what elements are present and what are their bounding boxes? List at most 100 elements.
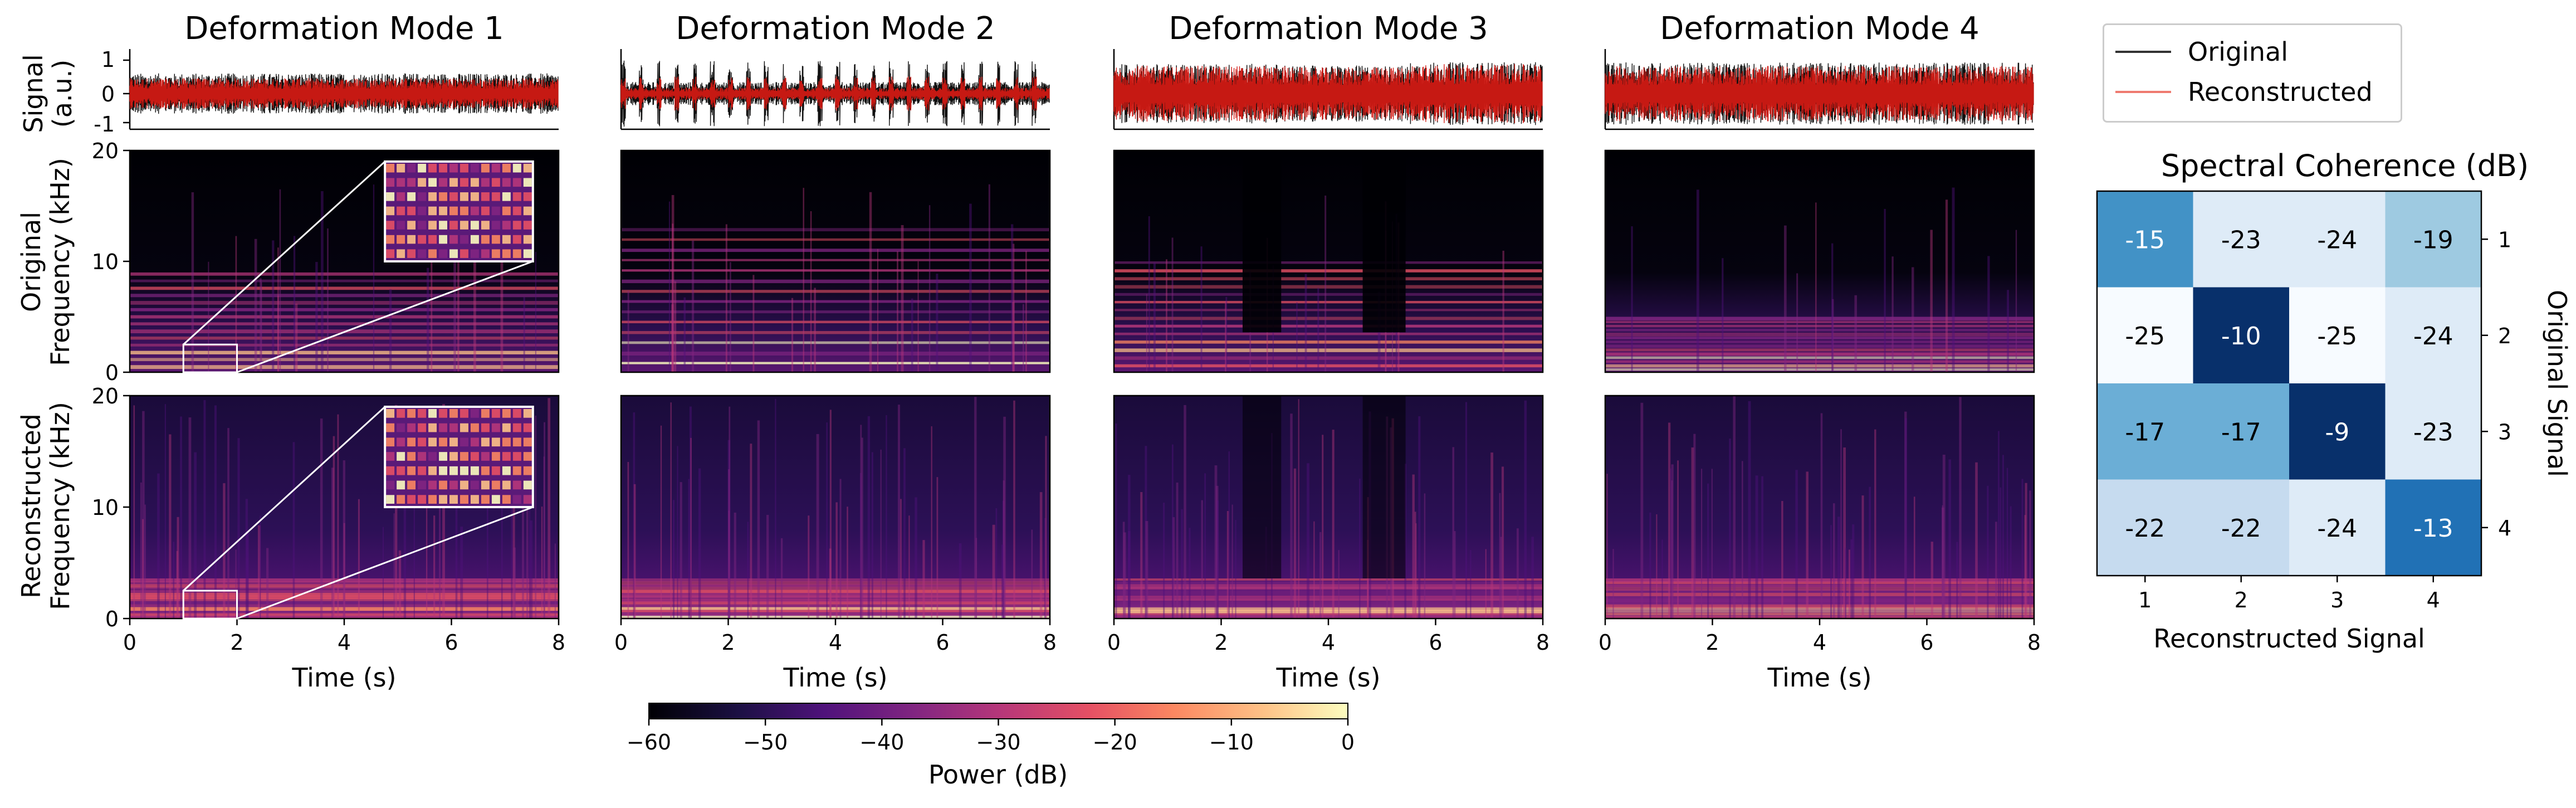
orig-spec-band-4-12 (1605, 320, 2034, 323)
signal-panel-1 (123, 49, 559, 130)
orig-inset-cell-1-10 (491, 178, 500, 187)
orig-spec-onset-2-7 (692, 240, 695, 372)
recon-spec-onset-2-19 (734, 512, 736, 619)
orig-inset-cell-5-3 (418, 235, 427, 244)
recon-spec-band-3-13 (1114, 578, 1543, 581)
recon-spec-onset-4-53 (1693, 434, 1696, 619)
orig-ytick-label-2: 20 (92, 139, 119, 163)
signal-ytick-neg1: -1 (94, 112, 115, 137)
orig-spec-band-3-0 (1114, 364, 1543, 368)
orig-ytick-label-0: 0 (105, 361, 119, 385)
recon-spec-onset-2-35 (995, 508, 998, 619)
orig-spec-onset-4-15 (1722, 258, 1724, 372)
orig-spec-band-3-2 (1114, 348, 1543, 352)
orig-inset-cell-1-4 (428, 178, 437, 187)
recon-spec-onset-1-9 (439, 476, 441, 619)
orig-spec-band-1-4 (130, 337, 559, 340)
recon-spec-band-2-10 (621, 587, 1050, 590)
recon-spec-onset-1-39 (337, 414, 339, 619)
coherence-xtick-label-2: 3 (2330, 588, 2344, 612)
coherence-cell-1-4 (2385, 191, 2481, 288)
recon-spec-onset-4-43 (1861, 495, 1864, 619)
recon-spec-onset-1-2 (223, 483, 226, 619)
orig-spec-onset-1-17 (277, 247, 279, 372)
colorbar-tick-label-3: −30 (976, 730, 1020, 755)
recon-spec-onset-4-1 (1843, 447, 1846, 619)
orig-spec-band-3-3 (1114, 340, 1543, 344)
recon-spec-onset-2-33 (750, 444, 752, 619)
recon-spec-onset-1-28 (554, 543, 556, 619)
orig-spec-onset-2-16 (869, 192, 872, 372)
recon-inset-cell-4-1 (397, 466, 405, 475)
orig-spec-onset-4-6 (1884, 208, 1886, 372)
recon-spec-band-1-0 (130, 615, 559, 619)
recon-spec-onset-4-45 (1606, 474, 1608, 619)
recon-spec-onset-4-39 (1995, 522, 1997, 619)
orig-spec-onset-4-12 (1696, 189, 1699, 372)
recon-spec-onset-3-56 (1319, 532, 1322, 619)
recon-spec-onset-1-7 (526, 489, 529, 619)
recon-spec-band-4-13 (1605, 578, 2034, 582)
recon-inset-cell-4-0 (386, 466, 395, 475)
recon-spec-onset-2-20 (829, 410, 832, 619)
orig-spec-band-3-13 (1114, 261, 1543, 264)
recon-inset-cell-3-5 (439, 452, 447, 461)
orig-inset-cell-4-3 (418, 221, 427, 230)
recon-spec-onset-3-10 (1123, 532, 1126, 619)
recon-inset-cell-4-5 (439, 466, 447, 475)
recon-spec-onset-4-15 (1874, 429, 1876, 619)
xtick-label-3-2: 4 (1322, 630, 1335, 655)
recon-spec-onset-2-22 (839, 479, 842, 619)
recon-spec-onset-1-15 (501, 494, 503, 619)
recon-spec-onset-3-51 (1145, 520, 1148, 619)
recon-spec-onset-4-23 (1781, 501, 1783, 619)
orig-spec-band-3-5 (1114, 324, 1543, 328)
recon-spec-band-1-13 (130, 578, 559, 582)
recon-inset-cell-0-6 (449, 409, 458, 418)
recon-inset-cell-6-8 (470, 495, 479, 504)
recon-inset-cell-6-2 (407, 495, 416, 504)
recon-spec-onset-1-48 (214, 405, 217, 619)
recon-inset-cell-6-4 (428, 495, 437, 504)
recon-inset-source-box (182, 590, 238, 620)
coherence-cell-2-3 (2289, 287, 2386, 383)
recon-inset-cell-3-7 (460, 452, 468, 461)
recon-spec-onset-2-56 (1039, 492, 1043, 619)
recon-spec-onset-2-0 (670, 402, 672, 619)
recon-spec-onset-4-51 (1956, 542, 1958, 619)
orig-spec-onset-2-28 (928, 205, 931, 372)
recon-ytick-label-2: 20 (92, 384, 119, 408)
recon-spec-onset-4-41 (1661, 539, 1663, 619)
recon-inset-cell-0-0 (386, 409, 395, 418)
orig-inset-cell-5-10 (491, 235, 500, 244)
orig-spec-onset-3-12 (1153, 262, 1156, 372)
recon-inset-cell-4-8 (470, 466, 479, 475)
recon-spec-onset-1-38 (403, 452, 407, 619)
colorbar: −60 −50 −40 −30 −20 −10 0 Power (dB) (627, 703, 1355, 790)
recon-spec-onset-2-40 (871, 452, 873, 619)
recon-spec-onset-2-5 (1044, 518, 1047, 619)
recon-spec-onset-1-23 (237, 438, 240, 619)
orig-spec-onset-2-17 (683, 297, 686, 372)
recon-spec-band-3-7 (1114, 595, 1543, 598)
xtick-label-2-3: 6 (936, 630, 949, 655)
orig-spec-onset-3-6 (1200, 246, 1203, 372)
recon-spec-onset-4-58 (1975, 462, 1978, 619)
recon-inset-cell-3-2 (407, 452, 416, 461)
recon-inset-cell-0-9 (481, 409, 490, 418)
recon-spec-onset-2-7 (775, 398, 776, 619)
orig-inset-cell-3-12 (512, 206, 521, 216)
orig-spec-onset-1-8 (208, 261, 209, 372)
orig-inset-cell-6-2 (407, 249, 416, 258)
recon-inset-cell-0-7 (460, 409, 468, 418)
recon-spec-onset-3-42 (1163, 503, 1165, 619)
recon-spec-onset-2-47 (886, 415, 887, 619)
recon-spec-onset-1-47 (173, 542, 175, 619)
recon-spec-onset-1-59 (442, 404, 445, 619)
recon-spec-onset-2-2 (680, 482, 682, 619)
orig-spec-band-2-2 (621, 341, 1050, 344)
orig-inset-cell-4-12 (512, 221, 521, 230)
recon-spec-onset-4-3 (1671, 464, 1674, 619)
legend-item-original: Original (2115, 35, 2288, 69)
orig-spec-band-1-1 (130, 358, 559, 362)
